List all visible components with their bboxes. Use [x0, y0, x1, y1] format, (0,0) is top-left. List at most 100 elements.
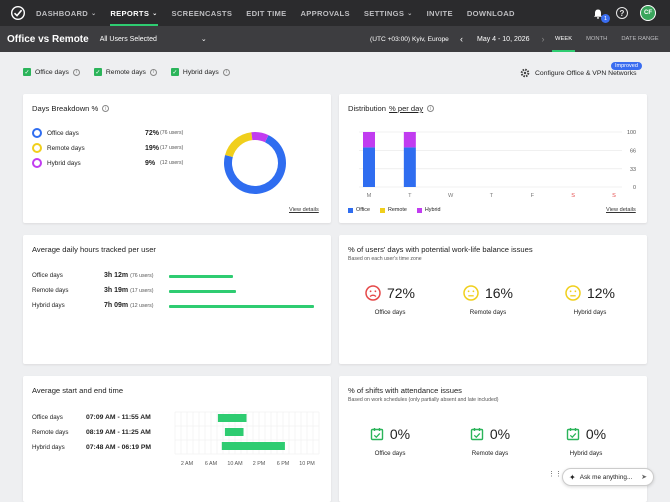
work-life-col: 16% Remote days	[443, 285, 533, 316]
y-tick-label: 100	[627, 130, 636, 136]
nav-item-download[interactable]: DOWNLOAD	[467, 0, 515, 26]
date-range-label[interactable]: May 4 - 10, 2026	[477, 35, 530, 43]
start-end-row: Office days 07:09 AM - 11:55 AM	[32, 414, 192, 421]
time-range-bar[interactable]	[217, 414, 247, 422]
legend-office-label: Office	[356, 207, 370, 213]
bar-hybrid[interactable]	[363, 132, 375, 148]
timezone-label[interactable]: (UTC +03:00) Kyiv, Europe	[370, 35, 449, 43]
legend-remote: Remote	[379, 207, 407, 213]
user-avatar[interactable]: CF	[640, 5, 656, 21]
view-details-link[interactable]: View details	[606, 207, 636, 213]
gear-icon	[520, 68, 530, 78]
nav-item-screencasts[interactable]: SCREENCASTS	[172, 0, 233, 26]
user-select-dropdown[interactable]: All Users Selected ⌄	[100, 35, 207, 44]
start-end-value: 07:48 AM - 06:19 PM	[86, 444, 152, 451]
hours-row-value: 3h 19m (17 users)	[104, 287, 153, 294]
remote-days-filter[interactable]: ✓ Remote days i	[93, 68, 157, 76]
x-tick-label: S	[612, 193, 616, 199]
start-end-label: Remote days	[32, 429, 69, 436]
next-period-icon[interactable]: ›	[541, 34, 545, 44]
x-tick-label: 10 PM	[299, 461, 315, 467]
start-end-row: Hybrid days 07:48 AM - 06:19 PM	[32, 444, 192, 451]
start-end-value: 08:19 AM - 11:25 AM	[86, 429, 151, 436]
nav-item-edit-time[interactable]: EDIT TIME	[246, 0, 286, 26]
improved-badge: Improved	[611, 62, 642, 70]
legend-remote-swatch	[379, 207, 385, 213]
office-ring-icon	[32, 128, 42, 138]
nav-item-invite[interactable]: INVITE	[427, 0, 453, 26]
donut-slice-hybrid[interactable]	[251, 132, 269, 143]
days-breakdown-donut[interactable]	[217, 125, 293, 201]
start-end-time-card: Average start and end time Office days 07…	[23, 376, 331, 502]
x-tick-label: T	[408, 193, 412, 199]
hours-row-label: Remote days	[32, 287, 69, 294]
x-tick-label: 10 AM	[227, 461, 243, 467]
configure-networks-button[interactable]: Configure Office & VPN Networks	[520, 68, 637, 78]
nav-item-label: DOWNLOAD	[466, 8, 515, 18]
attendance-value: 0%	[489, 426, 511, 442]
sparkle-icon: ✦	[569, 472, 576, 482]
checkbox-checked-icon[interactable]: ✓	[93, 68, 102, 76]
nav-item-settings[interactable]: SETTINGS ⌄	[364, 0, 413, 26]
tab-week[interactable]: WEEK	[548, 26, 579, 52]
hybrid-days-filter-label: Hybrid days	[182, 68, 219, 76]
x-tick-label: W	[448, 193, 454, 199]
nav-item-reports[interactable]: REPORTS ⌄	[110, 0, 158, 26]
nav-item-label: SETTINGS	[363, 8, 405, 18]
x-tick-label: 2 PM	[253, 461, 266, 467]
hours-value-text: 3h 12m	[104, 272, 129, 279]
donut-slice-remote[interactable]	[225, 132, 253, 158]
tab-month[interactable]: MONTH	[586, 36, 608, 42]
ask-assistant-input[interactable]: ✦ Ask me anything... ➤	[562, 468, 654, 486]
previous-period-icon[interactable]: ‹	[460, 34, 463, 44]
hours-value-text: 3h 19m	[104, 287, 129, 294]
x-tick-label: 2 AM	[181, 461, 194, 467]
attendance-value: 0%	[389, 426, 411, 442]
bar-office[interactable]	[403, 147, 416, 187]
days-breakdown-title: Days Breakdown %	[32, 104, 99, 113]
app-logo-icon[interactable]	[11, 6, 25, 20]
x-tick-label: 6 PM	[277, 461, 290, 467]
nav-item-approvals[interactable]: APPROVALS	[300, 0, 349, 26]
hours-bar	[169, 275, 233, 278]
info-icon[interactable]: i	[222, 68, 230, 76]
checkbox-checked-icon[interactable]: ✓	[170, 68, 179, 76]
drag-handle-icon[interactable]: ⋮⋮	[548, 471, 562, 478]
attendance-subtitle: Based on work schedules (only partially …	[348, 397, 499, 403]
hours-user-count: (12 users)	[130, 303, 154, 309]
info-icon[interactable]: i	[427, 105, 435, 112]
bar-office[interactable]	[363, 147, 375, 187]
start-end-timeline-chart: 2 AM 6 AM 10 AM 2 PM 6 PM 10 PM	[174, 411, 320, 467]
view-details-link[interactable]: View details	[289, 207, 319, 213]
hours-value-text: 7h 09m	[104, 302, 129, 309]
info-icon[interactable]: i	[102, 105, 110, 112]
days-breakdown-card: Days Breakdown % i Office days 72% (76 u…	[23, 94, 331, 223]
help-icon[interactable]: ?	[616, 7, 628, 19]
attendance-label: Office days	[374, 450, 406, 457]
average-hours-title: Average daily hours tracked per user	[32, 245, 156, 254]
attendance-label: Hybrid days	[569, 450, 603, 457]
x-tick-label: F	[531, 193, 535, 199]
checkbox-checked-icon[interactable]: ✓	[23, 68, 31, 76]
hours-user-count: (76 users)	[130, 273, 154, 279]
distribution-title-link[interactable]: % per day	[388, 104, 424, 113]
attendance-value: 0%	[585, 426, 607, 442]
info-icon[interactable]: i	[72, 68, 80, 76]
x-tick-label: S	[571, 193, 575, 199]
bar-hybrid[interactable]	[403, 132, 416, 148]
ask-placeholder: Ask me anything...	[579, 473, 633, 481]
info-icon[interactable]: i	[149, 68, 157, 76]
time-range-bar[interactable]	[224, 428, 244, 436]
nav-item-label: SCREENCASTS	[171, 8, 233, 18]
hours-row: Hybrid days 7h 09m (12 users)	[32, 302, 322, 309]
calendar-check-icon	[470, 428, 484, 441]
attendance-col: 0% Remote days	[445, 426, 535, 457]
tab-date-range[interactable]: DATE RANGE	[621, 36, 659, 42]
nav-item-label: INVITE	[426, 8, 453, 18]
nav-item-dashboard[interactable]: DASHBOARD ⌄	[36, 0, 96, 26]
office-days-filter[interactable]: ✓ Office days i	[23, 68, 80, 76]
send-icon[interactable]: ➤	[641, 474, 647, 481]
notifications-bell-icon[interactable]: 1	[592, 7, 610, 23]
time-range-bar[interactable]	[221, 442, 285, 450]
hybrid-days-filter[interactable]: ✓ Hybrid days i	[170, 68, 230, 76]
